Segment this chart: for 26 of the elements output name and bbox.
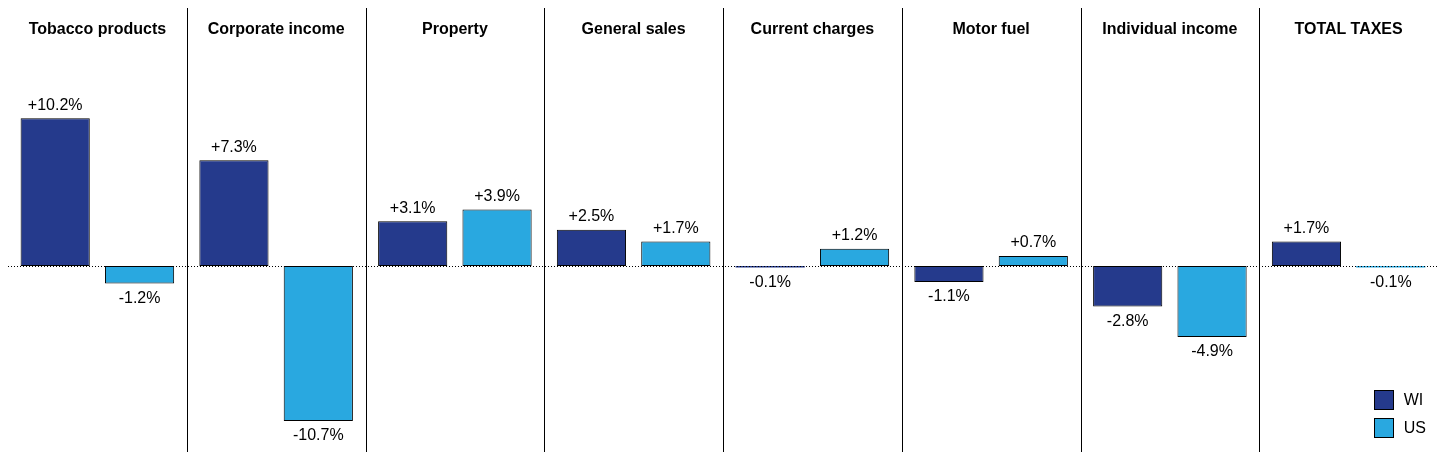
data-label: +3.9% — [474, 186, 520, 204]
x-tick-label: TOTAL TAXES — [1294, 20, 1404, 38]
data-label: -10.7% — [292, 426, 344, 444]
data-label: +1.7% — [1283, 218, 1330, 236]
data-label: -0.1% — [749, 272, 792, 290]
data-label: +10.2% — [27, 95, 83, 113]
x-tick-label: Tobacco products — [28, 20, 167, 38]
data-label: +1.7% — [652, 218, 699, 236]
data-label: -0.1% — [1369, 272, 1412, 290]
x-tick-label: Corporate income — [207, 20, 345, 38]
data-label: -2.8% — [1106, 311, 1149, 329]
data-label: +1.2% — [831, 226, 878, 244]
legend-label: WI — [1403, 391, 1424, 409]
data-label: -1.1% — [928, 287, 970, 305]
data-label: +7.3% — [211, 137, 257, 155]
data-label: -4.9% — [1191, 342, 1233, 360]
data-label: +0.7% — [1010, 233, 1057, 251]
x-tick-label: Current charges — [750, 20, 875, 38]
legend-label: US — [1403, 419, 1426, 437]
x-tick-label: General sales — [581, 20, 686, 38]
x-tick-label: Individual income — [1102, 20, 1238, 38]
x-tick-label: Motor fuel — [952, 20, 1030, 38]
x-tick-label: Property — [421, 20, 488, 38]
data-label: +2.5% — [568, 207, 615, 225]
data-label: +3.1% — [389, 198, 436, 216]
data-label: -1.2% — [118, 288, 161, 306]
